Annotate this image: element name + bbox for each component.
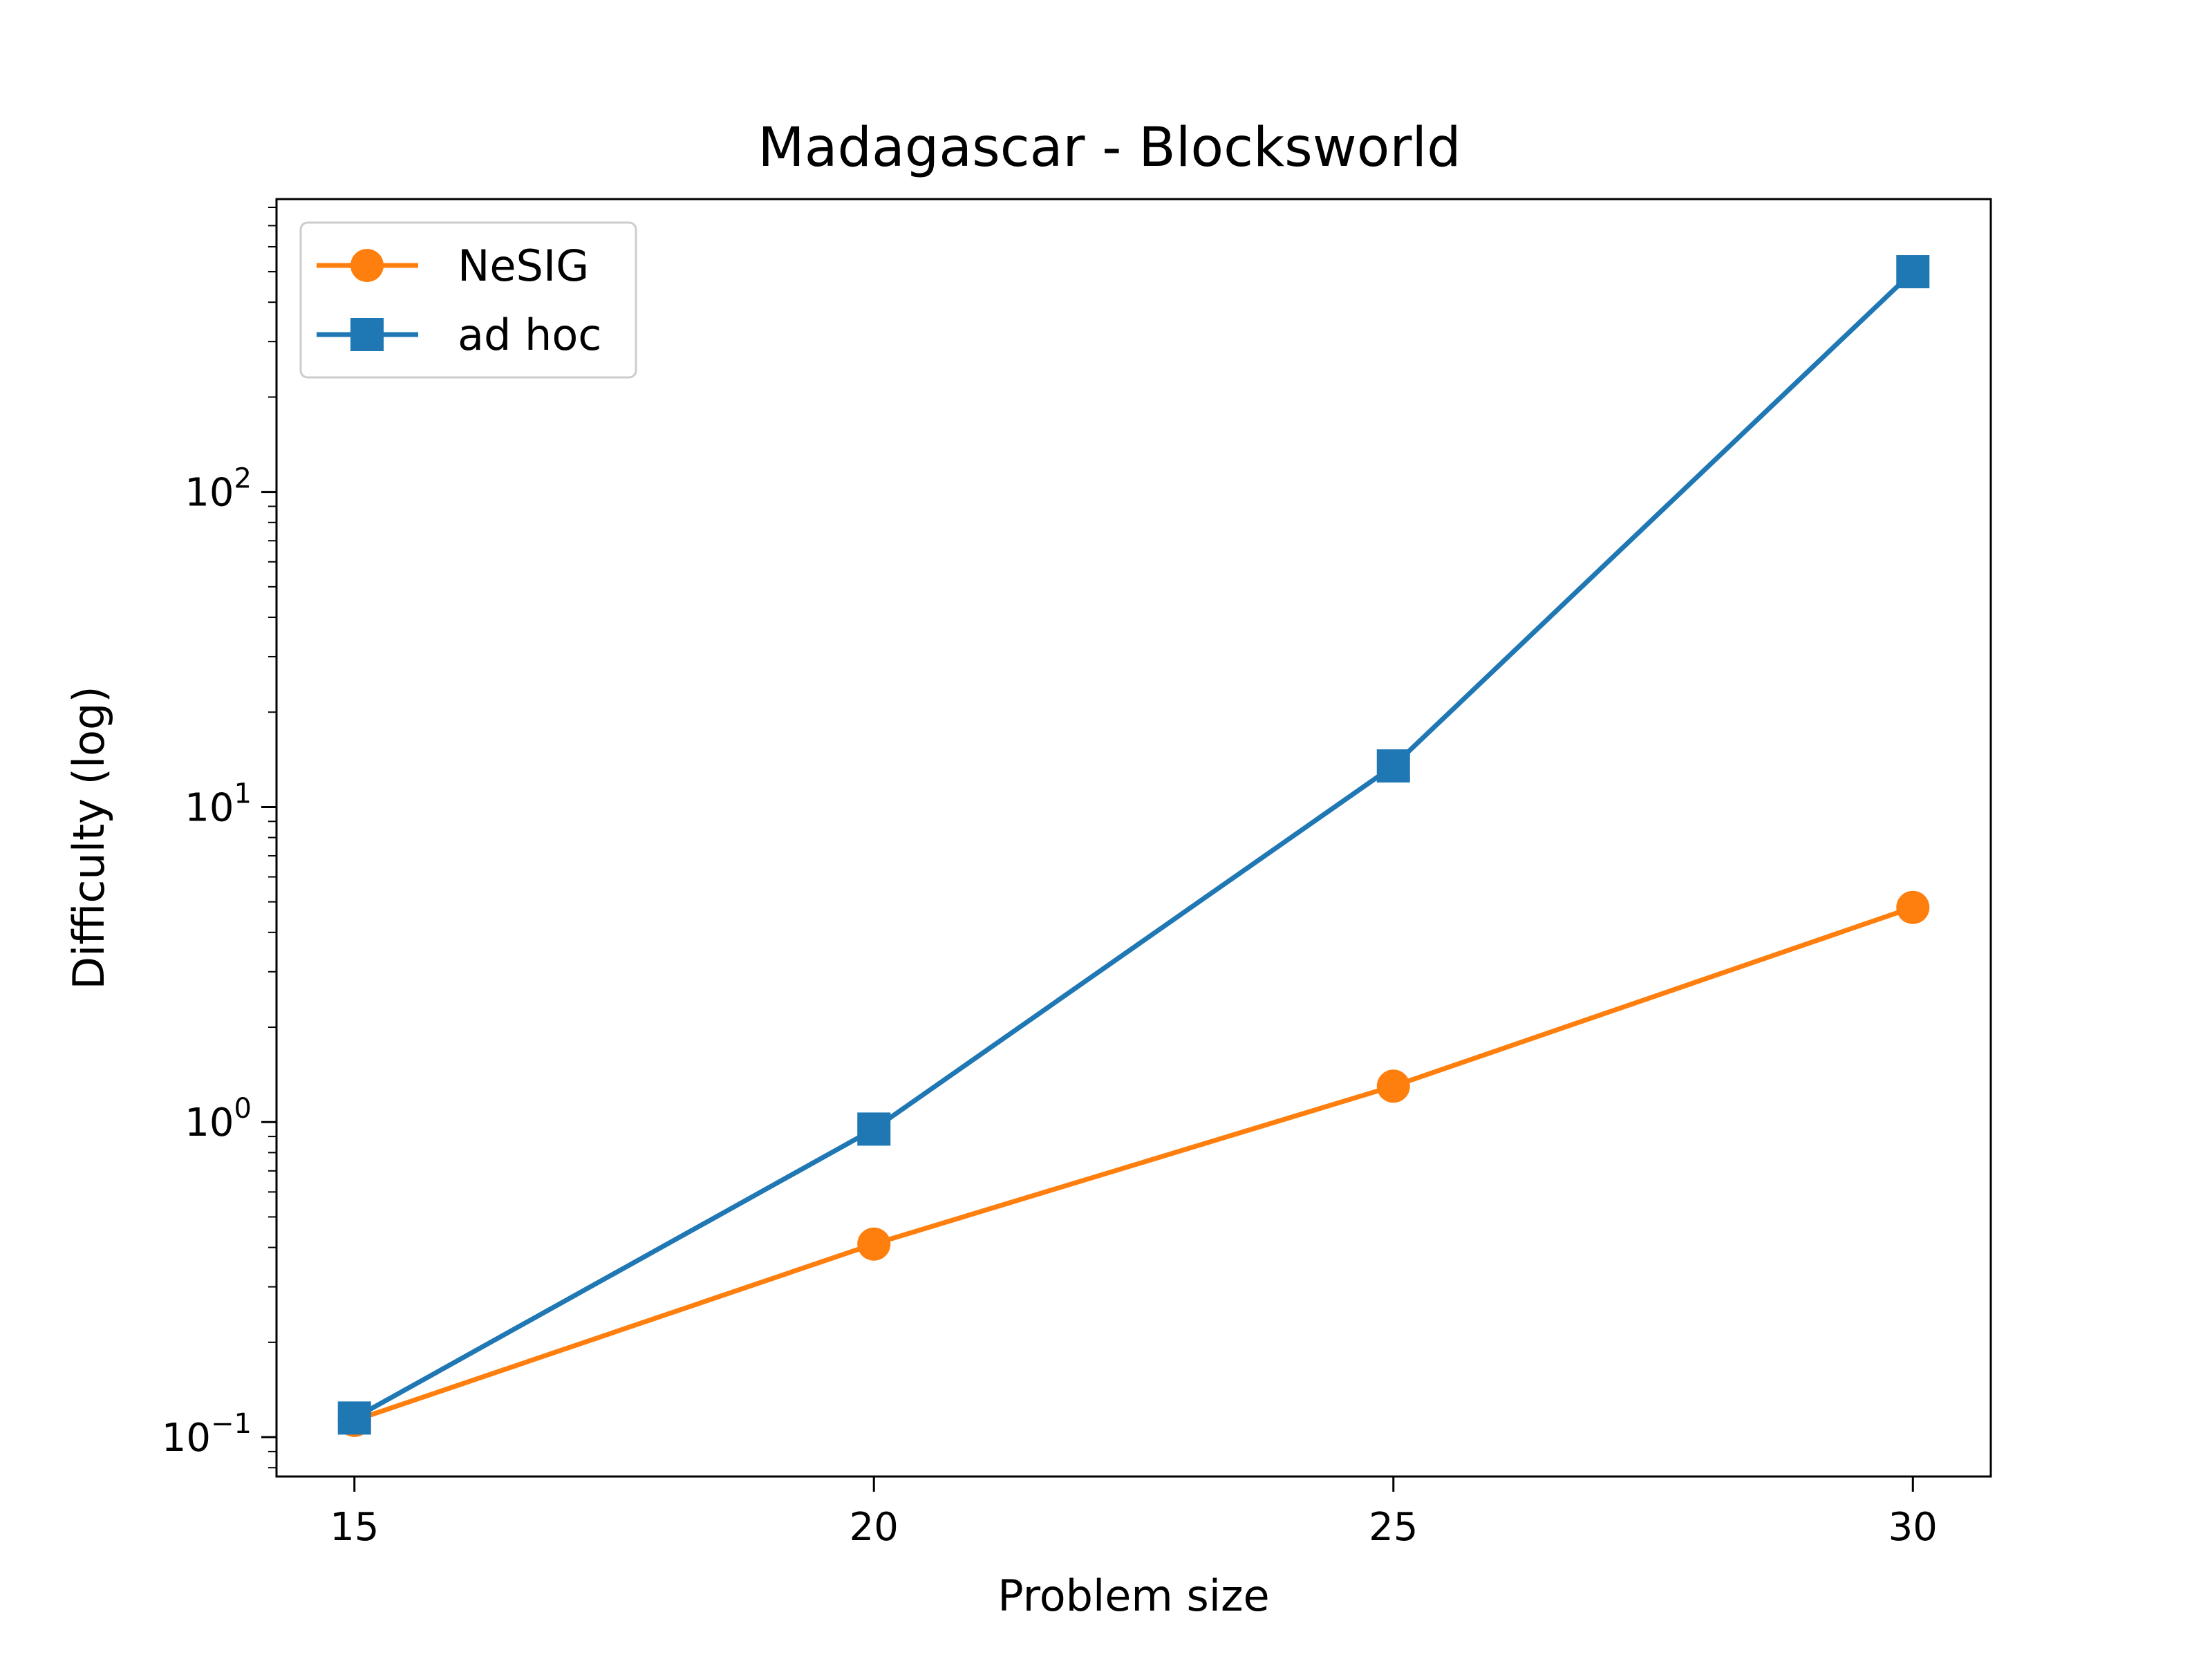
legend-entry: ad hoc: [317, 310, 601, 360]
series-layer: [337, 255, 1930, 1437]
y-tick-label: 102: [185, 463, 252, 516]
y-axis-label: Difficulty (log): [64, 686, 114, 989]
y-tick-label: 100: [185, 1093, 252, 1145]
legend-label: NeSIG: [458, 241, 589, 291]
legend-marker: [350, 249, 384, 282]
legend-box: [299, 221, 637, 379]
y-minor-ticks: [268, 207, 276, 1469]
plot-frame: [275, 198, 1992, 1478]
x-axis-label: Problem size: [997, 1571, 1269, 1621]
legend-label: ad hoc: [458, 310, 601, 360]
data-point: [1376, 1069, 1410, 1103]
chart-title: Madagascar - Blocksworld: [758, 117, 1461, 179]
y-major-ticks: 10−1 100 101 102: [162, 463, 276, 1461]
data-point: [857, 1112, 891, 1146]
x-tick-label: 25: [1369, 1505, 1418, 1550]
data-point: [857, 1227, 891, 1261]
x-tick-label: 20: [850, 1505, 899, 1550]
x-tick-label: 30: [1888, 1505, 1938, 1550]
legend: NeSIG ad hoc: [299, 221, 637, 379]
legend-marker: [350, 318, 384, 351]
legend-entry: NeSIG: [317, 241, 589, 291]
data-point: [1896, 890, 1930, 924]
y-tick-label: 101: [185, 778, 252, 830]
x-tick-label: 15: [330, 1505, 379, 1550]
series-line: [353, 270, 1915, 1421]
series-line: [353, 905, 1914, 1423]
x-ticks: 15 20 25 30: [330, 1477, 1938, 1550]
data-point: [337, 1401, 371, 1435]
y-tick-label: 10−1: [162, 1408, 252, 1461]
data-point: [1376, 749, 1410, 783]
series-nesig: [337, 890, 1930, 1437]
data-point: [1896, 255, 1930, 289]
series-ad-hoc: [337, 255, 1930, 1435]
